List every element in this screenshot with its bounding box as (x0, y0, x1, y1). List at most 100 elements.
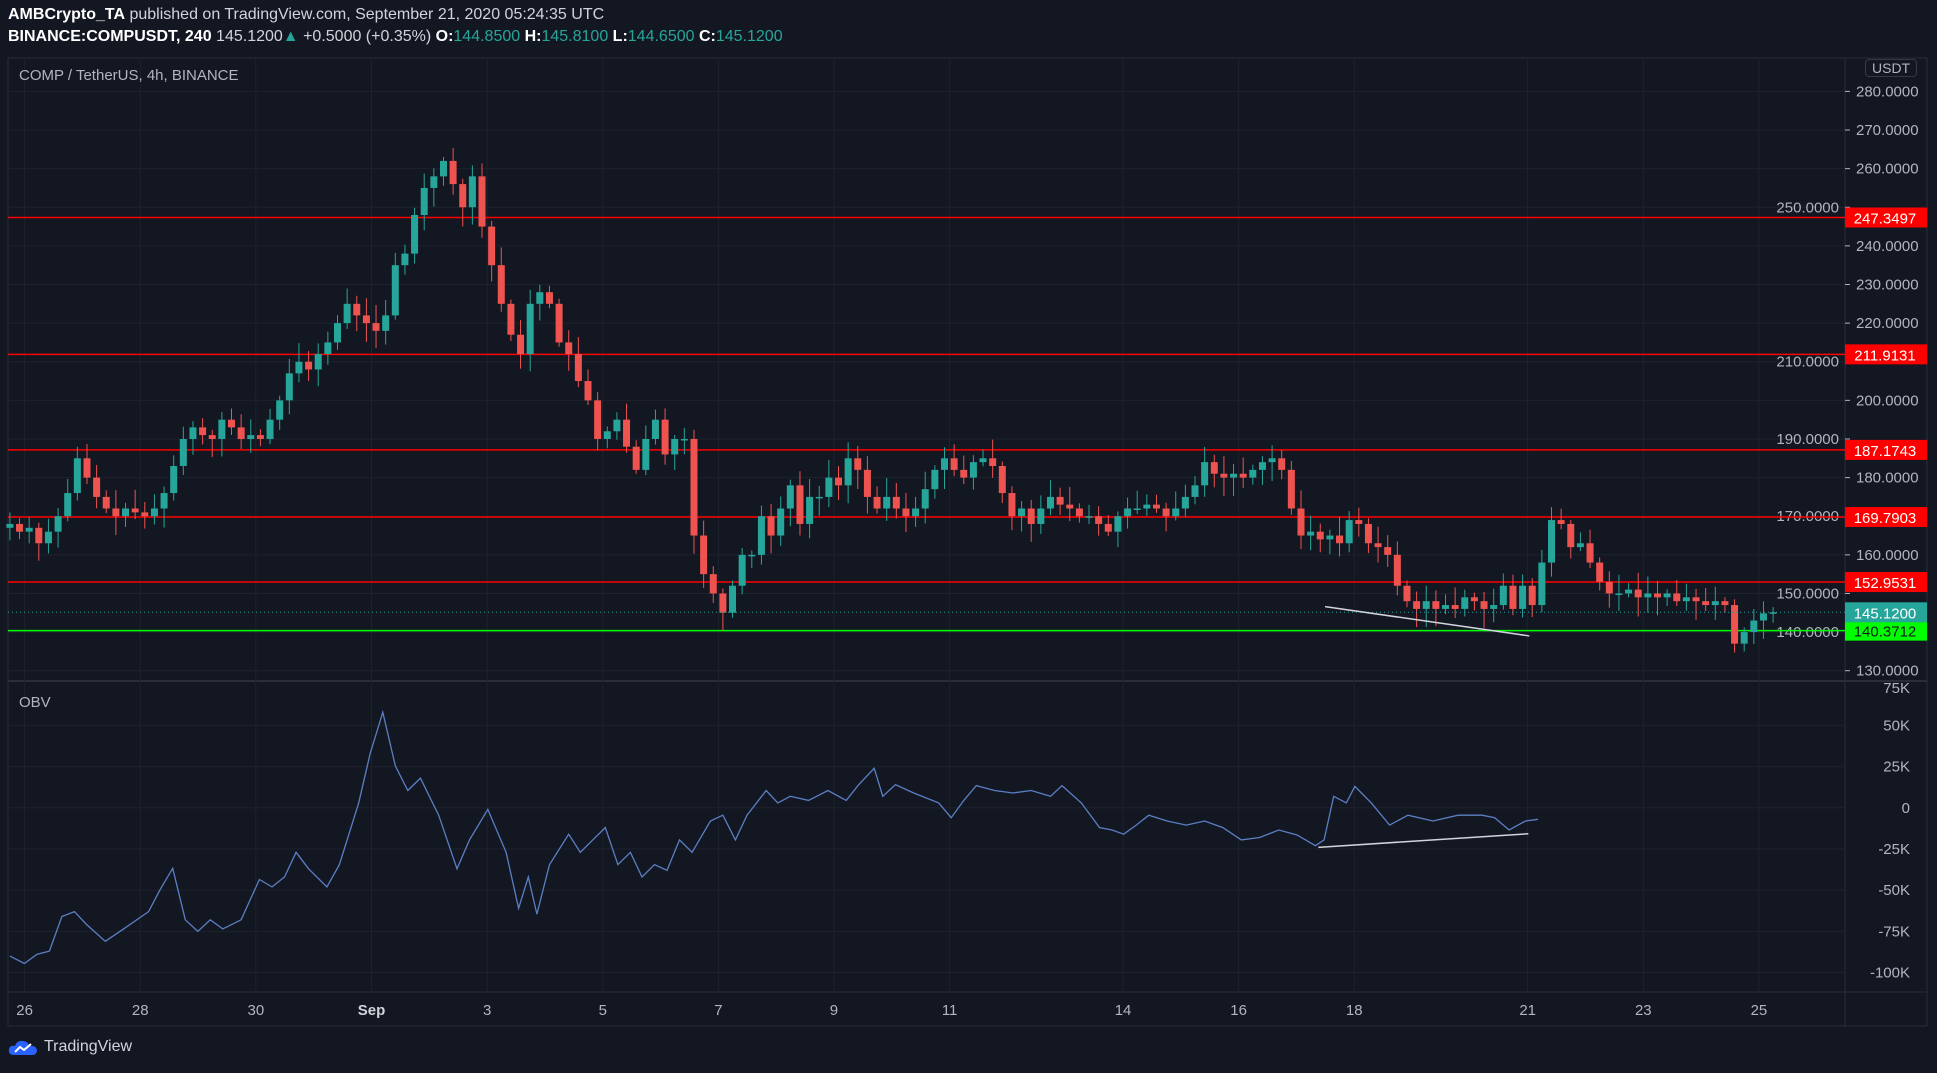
tradingview-cloud-icon (8, 1040, 37, 1055)
candle-body (189, 427, 197, 439)
tradingview-logo[interactable]: TradingView (8, 1038, 132, 1056)
candle (199, 418, 207, 445)
candle (1557, 508, 1565, 530)
candle (1528, 578, 1536, 617)
candle (1586, 529, 1594, 568)
candle (584, 369, 592, 406)
candle-body (854, 458, 862, 470)
candle (1152, 494, 1160, 513)
candle-body (382, 315, 390, 331)
candle-body (1345, 520, 1353, 544)
candle-body (1046, 496, 1054, 509)
candle (1307, 515, 1315, 551)
candle (545, 285, 553, 309)
time-tick-label: 30 (248, 1002, 265, 1019)
candle (478, 163, 486, 238)
currency-button[interactable]: USDT (1865, 59, 1918, 77)
candle (1095, 506, 1103, 536)
obv-tick-label: -75K (1878, 923, 1910, 940)
close-value: 145.1200 (715, 28, 783, 45)
candle (1268, 445, 1276, 481)
price-tick-label: 240.0000 (1856, 238, 1919, 255)
obv-tick-label: -100K (1870, 965, 1910, 982)
candle-body (305, 361, 313, 370)
candle-body (1085, 516, 1093, 518)
level-price-label-bg (1845, 507, 1927, 528)
candle-body (1480, 601, 1488, 609)
candle-body (1682, 597, 1690, 602)
low-value: 144.6500 (627, 28, 695, 45)
candle (1172, 491, 1180, 521)
candle (333, 315, 341, 350)
candle (1576, 532, 1584, 552)
level-price-label-bg (1845, 207, 1927, 228)
candle (661, 408, 669, 465)
candle (623, 403, 631, 453)
candle-body (517, 334, 525, 355)
candle (960, 455, 968, 485)
time-tick-label: 23 (1635, 1002, 1652, 1019)
candle-body (950, 458, 958, 470)
candle-body (1393, 554, 1401, 586)
candle-body (1721, 601, 1729, 606)
candle (1037, 495, 1045, 534)
candle-body (526, 303, 534, 355)
time-tick-label: Sep (358, 1002, 386, 1019)
candle (863, 456, 871, 514)
candle (1393, 541, 1401, 596)
obv-tick-label: -50K (1878, 882, 1910, 899)
candle (439, 156, 447, 186)
obv-tick-label: 75K (1883, 680, 1910, 697)
level-price-label: 152.9531 (1854, 575, 1917, 592)
candle (1519, 574, 1527, 618)
candle-body (1297, 508, 1305, 536)
candle (1201, 446, 1209, 497)
author-name[interactable]: AMBCrypto_TA (8, 6, 126, 23)
candle-body (1634, 589, 1642, 598)
candle (1326, 529, 1334, 555)
candle-body (574, 354, 582, 382)
candle (1682, 583, 1690, 611)
level-price-label: 140.3712 (1854, 624, 1917, 641)
time-tick-label: 3 (483, 1002, 491, 1019)
candle-body (1442, 605, 1450, 609)
low-label: L: (612, 28, 628, 45)
price-tick-label: 140.0000 (1776, 624, 1839, 641)
candle-body (420, 187, 428, 215)
candle-body (757, 516, 765, 555)
last-price: 145.1200 (216, 28, 283, 45)
candle-body (112, 508, 120, 517)
candle (1181, 484, 1189, 517)
candle (1258, 456, 1266, 485)
candle (1143, 494, 1151, 516)
candle-body (1490, 605, 1498, 609)
candle-body (1451, 605, 1459, 609)
candle-body (767, 516, 775, 536)
candle (1210, 454, 1218, 488)
candle-body (1008, 493, 1016, 517)
candle-body (1316, 531, 1324, 540)
high-label: H: (524, 28, 542, 45)
candle-body (1133, 508, 1141, 510)
candle-body (709, 574, 717, 594)
candle (719, 588, 727, 631)
candle-body (883, 496, 891, 509)
candle-body (199, 427, 207, 436)
candle-body (536, 292, 544, 304)
candle (1278, 450, 1286, 480)
candle (1750, 608, 1758, 645)
candle-body (584, 381, 592, 401)
candle (372, 304, 380, 348)
candle (459, 178, 467, 227)
indicator-title[interactable]: OBV (19, 694, 51, 711)
candle-body (1576, 543, 1584, 548)
candle-body (1066, 504, 1074, 509)
price-tick-label: 270.0000 (1856, 122, 1919, 139)
candle (353, 295, 361, 332)
candle-body (1663, 593, 1671, 598)
candle-body (873, 496, 881, 509)
candle-body (1759, 613, 1767, 621)
candle (979, 449, 987, 467)
price-tick-label: 260.0000 (1856, 161, 1919, 178)
